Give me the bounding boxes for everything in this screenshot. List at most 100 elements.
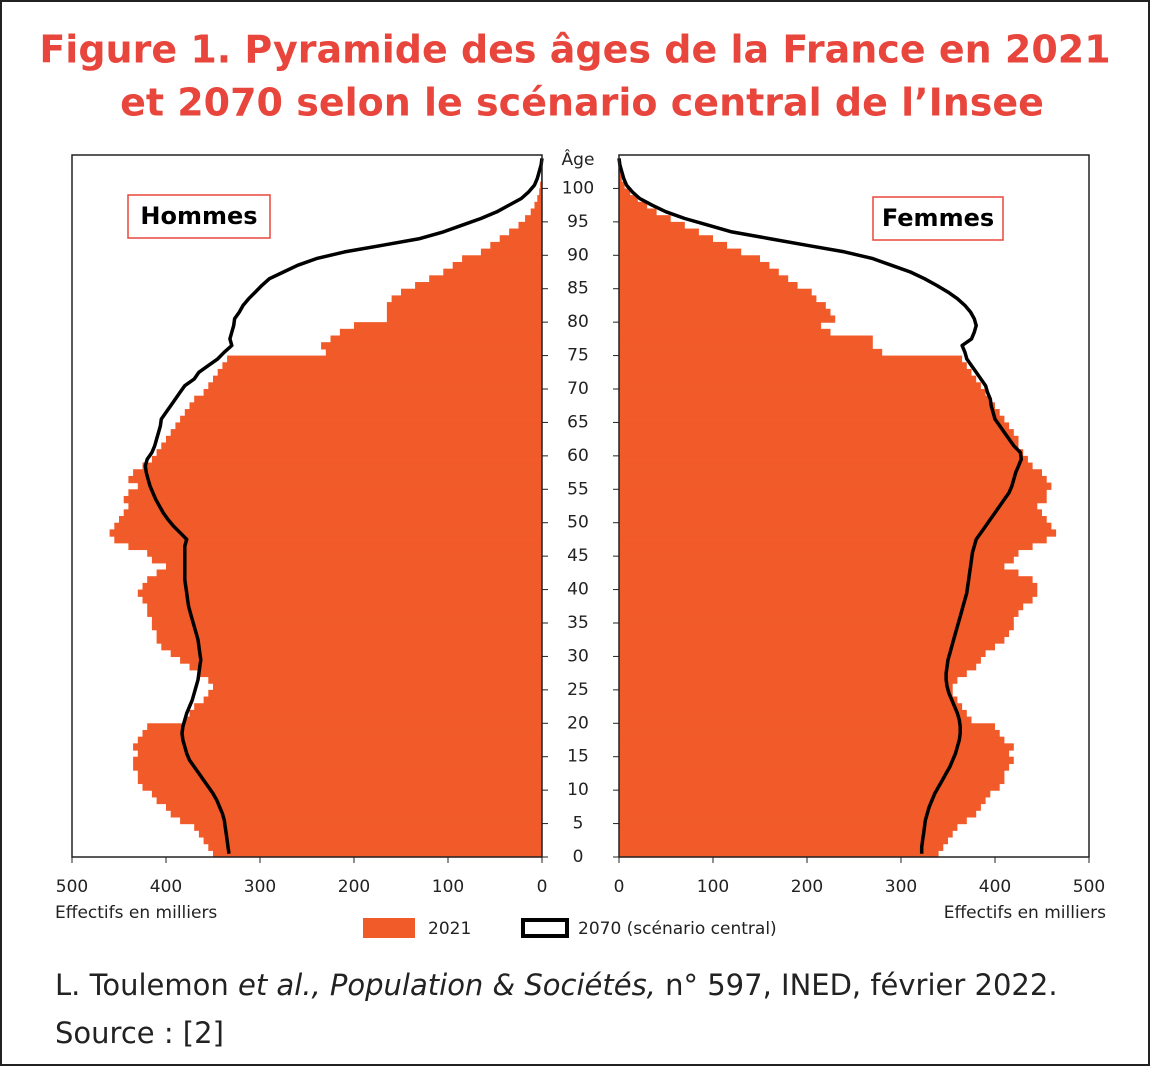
bar — [540, 181, 542, 190]
bar — [619, 328, 831, 337]
bar — [114, 536, 543, 544]
bar — [619, 756, 1014, 764]
bar — [619, 302, 826, 310]
bar — [619, 836, 948, 845]
bar — [619, 342, 873, 350]
bar — [619, 729, 1000, 738]
bar — [137, 770, 543, 778]
bar — [213, 683, 542, 691]
bar — [619, 295, 817, 303]
x-tick-label: 100 — [697, 877, 729, 897]
left-label: Hommes — [140, 202, 257, 230]
y-tick-label: 55 — [567, 479, 589, 499]
bar — [189, 663, 542, 671]
bar — [619, 796, 986, 805]
label-box — [872, 196, 1004, 241]
bar — [619, 663, 977, 671]
bar — [619, 703, 963, 711]
y-tick-label: 90 — [567, 245, 589, 265]
y-tick-label: 0 — [573, 847, 584, 867]
bar — [619, 656, 981, 664]
bar — [180, 656, 542, 664]
bar — [462, 255, 542, 263]
bar — [109, 529, 542, 537]
bar — [619, 669, 967, 678]
source-part: n° 597, INED, février 2022. — [656, 968, 1058, 1002]
bar — [619, 683, 953, 691]
bar — [619, 676, 958, 684]
x-tick-label: 500 — [56, 877, 88, 897]
bar — [619, 522, 1052, 530]
bar — [619, 395, 991, 403]
title-line: et 2070 selon le scénario central de l’I… — [120, 81, 1044, 125]
bar — [151, 455, 542, 464]
bar — [156, 569, 542, 577]
bar — [166, 562, 542, 571]
bar — [619, 228, 699, 236]
bar — [619, 616, 1014, 624]
bar — [151, 623, 542, 631]
y-tick-label: 85 — [567, 279, 589, 299]
line — [617, 158, 1024, 854]
bar — [401, 288, 542, 296]
bar — [128, 542, 542, 551]
bar — [619, 689, 953, 698]
bar — [619, 602, 1024, 611]
bar — [525, 215, 542, 223]
bar — [222, 362, 542, 370]
bar — [619, 542, 1033, 551]
source-part: L. Toulemon — [55, 968, 238, 1002]
bar — [619, 743, 1014, 751]
bar — [147, 609, 542, 617]
bar — [619, 723, 995, 731]
bar — [619, 790, 991, 798]
bar — [156, 796, 542, 805]
title-line: Figure 1. Pyramide des âges de la France… — [39, 28, 1110, 72]
bar — [534, 201, 542, 210]
x-tick-label: 0 — [537, 877, 548, 897]
bar — [161, 643, 543, 651]
bar — [619, 623, 1014, 631]
bar — [619, 736, 1005, 744]
bar — [619, 776, 1005, 785]
bar — [619, 348, 883, 357]
line — [143, 158, 544, 854]
bar — [619, 181, 625, 190]
bar — [619, 636, 1005, 644]
bar — [619, 362, 967, 370]
bar — [619, 770, 1005, 778]
bar — [137, 736, 543, 744]
bar — [386, 302, 542, 310]
bar — [330, 335, 542, 343]
bar — [619, 589, 1038, 597]
bar — [619, 208, 657, 216]
x-tick-label: 100 — [432, 877, 464, 897]
bar — [189, 402, 542, 410]
bar — [619, 248, 742, 256]
bar — [619, 810, 977, 818]
bar — [619, 830, 953, 838]
bar — [619, 382, 981, 390]
source-ref: Source : [2] — [55, 1016, 224, 1050]
y-tick-label: 10 — [567, 780, 589, 800]
x-tick-label: 0 — [614, 877, 625, 897]
bar — [619, 850, 939, 858]
bar — [530, 208, 542, 216]
bar — [619, 322, 822, 330]
bar — [203, 696, 542, 704]
bar — [518, 221, 542, 230]
bar — [208, 382, 543, 390]
bar — [619, 375, 977, 383]
bar — [170, 649, 542, 658]
bar — [619, 495, 1047, 504]
x-tick-label: 200 — [791, 877, 823, 897]
bar — [619, 188, 631, 196]
bar — [619, 455, 1028, 464]
bar — [619, 402, 995, 410]
bar — [151, 556, 542, 564]
bar — [194, 823, 542, 831]
bar — [619, 489, 1047, 497]
bar — [189, 709, 542, 718]
legend-label: 2070 (scénario central) — [578, 919, 777, 939]
